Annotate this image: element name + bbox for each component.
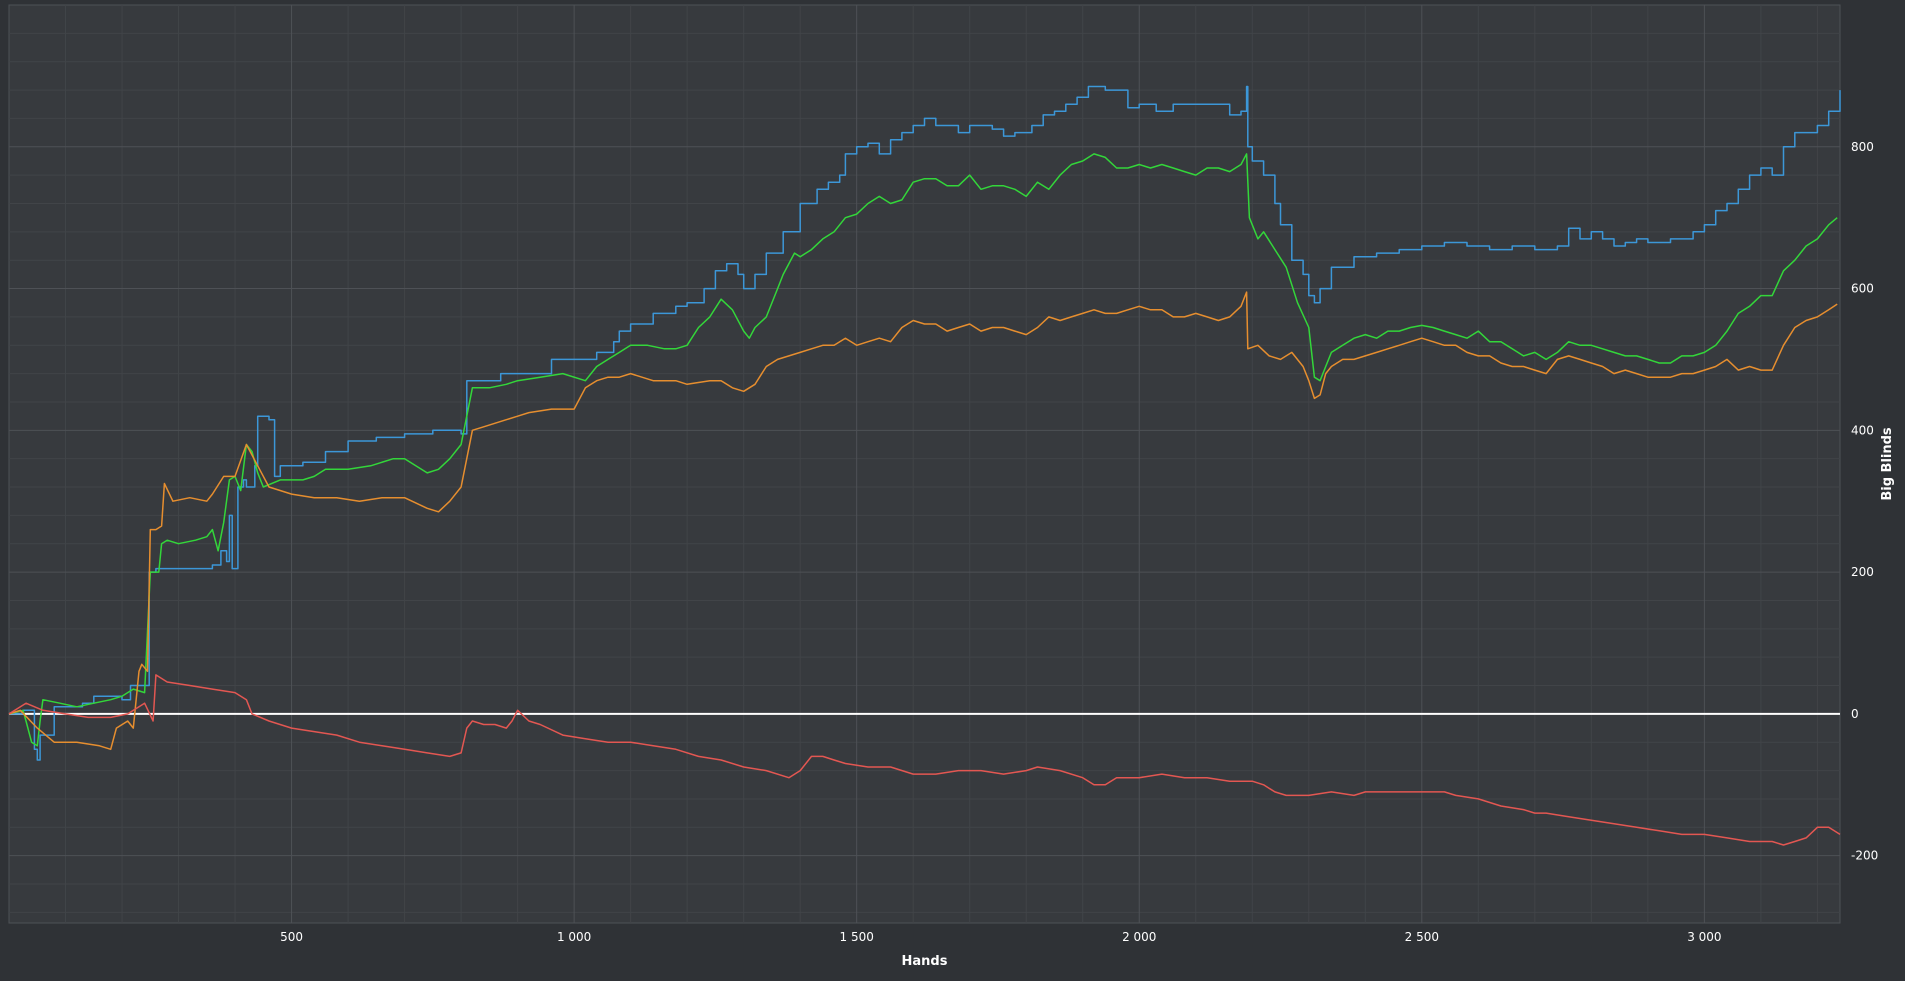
y-tick-label: 0 <box>1851 707 1859 721</box>
series-line-4[interactable] <box>8 674 1841 846</box>
x-tick-label: 2 500 <box>1405 930 1439 944</box>
y-axis-ticks: -200 0 200 400 600 800 <box>1851 140 1878 863</box>
x-tick-label: 2 000 <box>1122 930 1156 944</box>
x-tick-label: 1 500 <box>840 930 874 944</box>
grid-major <box>9 5 1840 923</box>
y-tick-label: 600 <box>1851 282 1874 296</box>
x-axis-ticks: 500 1 000 1 500 2 000 2 500 3 000 <box>280 930 1721 944</box>
y-tick-label: 400 <box>1851 423 1874 437</box>
plot-area[interactable] <box>8 4 1841 924</box>
series-layer <box>8 85 1841 846</box>
series-line-3[interactable] <box>8 291 1838 751</box>
y-tick-label: -200 <box>1851 849 1878 863</box>
x-axis-label: Hands <box>902 954 948 969</box>
x-tick-label: 1 000 <box>557 930 591 944</box>
x-tick-label: 500 <box>280 930 303 944</box>
y-axis-label: Big Blinds <box>1880 427 1895 501</box>
series-line-2[interactable] <box>8 153 1838 747</box>
x-tick-label: 3 000 <box>1687 930 1721 944</box>
series-line-1[interactable] <box>9 85 1841 761</box>
y-tick-label: 200 <box>1851 565 1874 579</box>
y-tick-label: 800 <box>1851 140 1874 154</box>
grid-minor <box>9 5 1840 923</box>
